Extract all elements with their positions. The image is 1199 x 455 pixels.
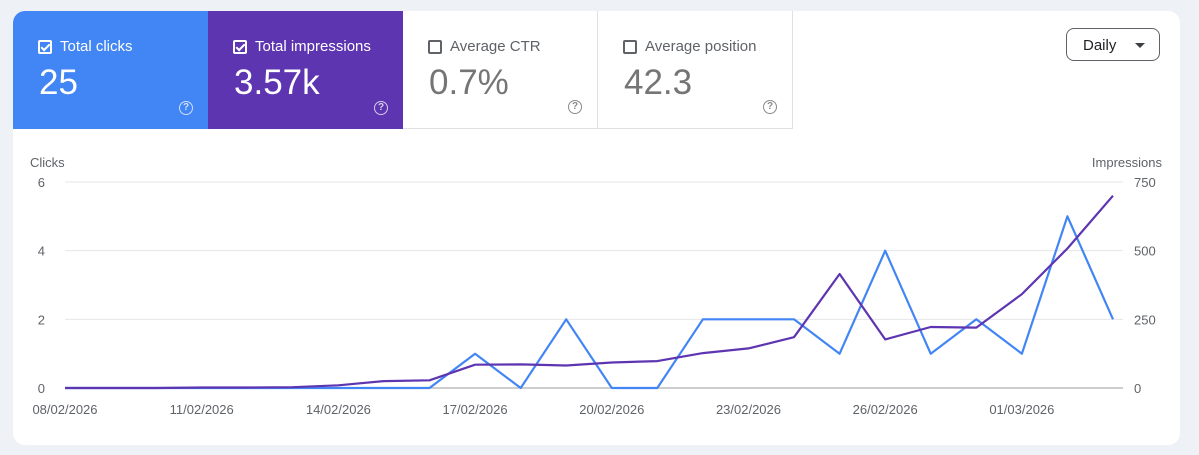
caret-down-icon (1135, 43, 1145, 48)
right-axis-tick-label: 250 (1134, 312, 1156, 327)
x-axis-tick-label: 23/02/2026 (716, 402, 781, 417)
left-axis-tick-label: 4 (38, 244, 45, 259)
right-axis-tick-label: 500 (1134, 244, 1156, 259)
granularity-dropdown[interactable]: Daily (1066, 28, 1160, 61)
metric-header: Total clicks (38, 38, 133, 55)
checkbox-checked-icon[interactable] (38, 39, 52, 54)
metric-label: Average position (645, 38, 757, 55)
x-axis-tick-label: 08/02/2026 (32, 402, 97, 417)
checkbox-unchecked-icon[interactable] (428, 39, 442, 54)
dropdown-label: Daily (1083, 37, 1117, 54)
metric-header: Total impressions (233, 38, 371, 55)
help-icon[interactable]: ? (763, 100, 777, 114)
x-axis-tick-label: 20/02/2026 (579, 402, 644, 417)
help-icon[interactable]: ? (179, 101, 193, 115)
series-line-impressions (65, 194, 1114, 390)
left-axis-tick-label: 2 (38, 312, 45, 327)
metric-average-position[interactable]: Average position 42.3 ? (598, 11, 793, 129)
metric-label: Average CTR (450, 38, 541, 55)
metric-value: 42.3 (624, 63, 693, 102)
series-line-clicks (65, 215, 1115, 390)
x-axis-tick-label: 14/02/2026 (306, 402, 371, 417)
x-axis-tick-label: 11/02/2026 (170, 402, 234, 417)
performance-card: Total clicks 25 ? Total impressions 3.57… (13, 11, 1180, 445)
x-axis-tick-label: 26/02/2026 (853, 402, 918, 417)
left-axis-tick-label: 6 (38, 175, 45, 190)
checkbox-checked-icon[interactable] (233, 39, 247, 54)
checkbox-unchecked-icon[interactable] (623, 39, 637, 54)
metric-value: 25 (39, 63, 78, 102)
right-axis-tick-label: 0 (1134, 381, 1141, 396)
metric-label: Total impressions (255, 38, 371, 55)
left-axis-tick-label: 0 (38, 381, 45, 396)
metric-value: 3.57k (234, 63, 320, 102)
performance-chart: 0 2 4 6 0 250 500 750 Clicks Impressions 08/02/202… (30, 155, 1163, 417)
metric-header: Average CTR (428, 38, 541, 55)
x-axis-tick-label: 17/02/2026 (443, 402, 508, 417)
metric-header: Average position (623, 38, 756, 55)
metric-tabs: Total clicks 25 ? Total impressions 3.57… (13, 11, 793, 129)
left-axis-label: Clicks (30, 155, 65, 170)
help-icon[interactable]: ? (568, 100, 582, 114)
right-axis-tick-label: 750 (1134, 175, 1156, 190)
metric-total-impressions[interactable]: Total impressions 3.57k ? (208, 11, 403, 129)
metric-total-clicks[interactable]: Total clicks 25 ? (13, 11, 208, 129)
right-axis-label: Impressions (1092, 155, 1163, 170)
metric-value: 0.7% (429, 63, 509, 102)
x-axis-tick-label: 01/03/2026 (989, 402, 1054, 417)
help-icon[interactable]: ? (374, 101, 388, 115)
metric-average-ctr[interactable]: Average CTR 0.7% ? (403, 11, 598, 129)
metric-label: Total clicks (60, 38, 133, 55)
